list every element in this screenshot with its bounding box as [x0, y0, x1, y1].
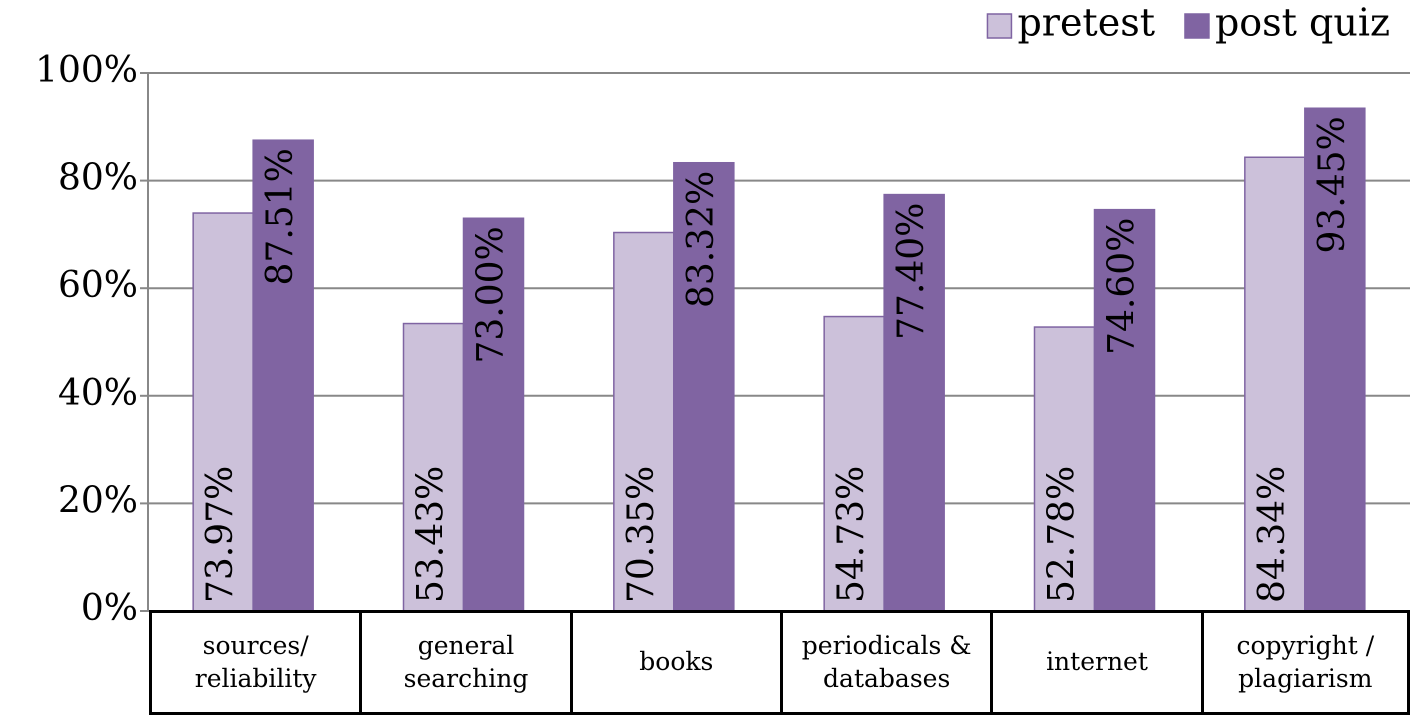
- value-label: 83.32%: [681, 171, 722, 308]
- bar: [613, 231, 675, 612]
- bar: [252, 139, 314, 612]
- value-label: 73.97%: [200, 466, 241, 603]
- bar: [673, 161, 735, 612]
- y-tick-label: 20%: [58, 480, 138, 521]
- bar: [1244, 156, 1306, 612]
- bar: [1033, 326, 1096, 612]
- y-tick-label: 40%: [58, 373, 138, 414]
- value-label: 87.51%: [260, 148, 301, 285]
- bar: [1093, 208, 1156, 612]
- category-cell: sources/ reliability: [149, 610, 363, 715]
- legend-label: post quiz: [1215, 1, 1390, 45]
- value-label: 77.40%: [891, 203, 932, 340]
- value-label: 70.35%: [621, 466, 662, 603]
- bar: [1304, 107, 1366, 612]
- y-tick-label: 100%: [35, 50, 138, 91]
- category-cell: books: [569, 610, 783, 715]
- category-cell: periodicals & databases: [780, 610, 994, 715]
- category-cell: copyright / plagiarism: [1200, 610, 1410, 715]
- bar: [823, 315, 885, 612]
- bar: [462, 217, 525, 612]
- legend-swatch: [986, 13, 1013, 39]
- bar: [192, 212, 254, 612]
- category-cell: internet: [990, 610, 1204, 715]
- value-label: 73.00%: [471, 226, 512, 363]
- legend-swatch: [1184, 13, 1210, 39]
- bar: [402, 322, 465, 612]
- value-label: 53.43%: [411, 466, 452, 603]
- legend-label: pretest: [1017, 1, 1155, 45]
- value-label: 54.73%: [831, 466, 872, 603]
- y-tick-label: 80%: [58, 158, 138, 199]
- y-tick-label: 0%: [81, 588, 138, 629]
- value-label: 52.78%: [1042, 466, 1083, 603]
- category-cell: general searching: [359, 610, 573, 715]
- y-tick-label: 60%: [58, 265, 138, 306]
- value-label: 93.45%: [1312, 116, 1353, 253]
- bar: [883, 193, 945, 612]
- value-label: 74.60%: [1102, 218, 1143, 355]
- value-label: 84.34%: [1252, 466, 1293, 603]
